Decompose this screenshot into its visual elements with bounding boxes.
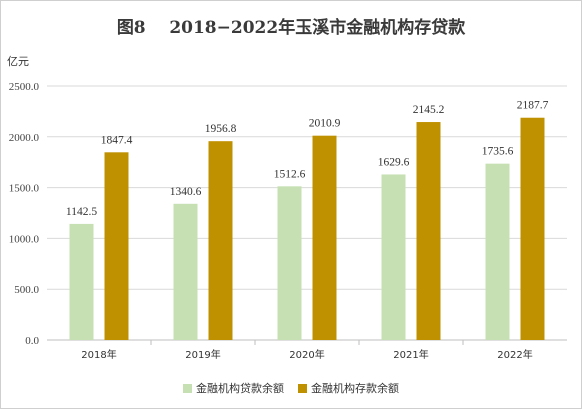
x-tick-label: 2020年 xyxy=(289,348,324,361)
data-label-deposit: 2145.2 xyxy=(413,104,445,116)
bar-deposit xyxy=(104,152,129,340)
bar-deposit xyxy=(208,141,233,340)
legend-item-deposit: 金融机构存款余额 xyxy=(298,380,399,396)
y-tick-label: 1500.0 xyxy=(9,183,40,195)
y-tick-label: 2500.0 xyxy=(9,81,40,93)
y-tick-label: 2000.0 xyxy=(9,132,40,144)
legend: 金融机构贷款余额 金融机构存款余额 xyxy=(1,380,581,396)
x-tick-label: 2021年 xyxy=(393,348,428,361)
bar-deposit xyxy=(416,122,441,340)
data-label-deposit: 1847.4 xyxy=(101,134,133,146)
data-label-loan: 1142.5 xyxy=(66,206,97,218)
y-tick-label: 500.0 xyxy=(14,284,39,296)
bar-loan xyxy=(173,203,198,340)
bar-loan xyxy=(381,174,406,340)
bar-loan xyxy=(277,186,302,340)
data-label-loan: 1340.6 xyxy=(170,186,202,198)
bar-loan xyxy=(485,163,510,340)
data-label-deposit: 2187.7 xyxy=(517,100,549,112)
y-axis-unit-label: 亿元 xyxy=(7,55,29,68)
data-label-deposit: 1956.8 xyxy=(205,123,237,135)
y-tick-label: 0.0 xyxy=(25,335,39,347)
bar-deposit xyxy=(312,135,337,340)
x-tick-label: 2019年 xyxy=(185,348,220,361)
y-tick-label: 1000.0 xyxy=(9,233,40,245)
bar-deposit xyxy=(520,117,545,341)
data-label-deposit: 2010.9 xyxy=(309,118,341,130)
data-label-loan: 1512.6 xyxy=(274,168,306,180)
legend-swatch-deposit xyxy=(298,383,307,393)
bar-loan xyxy=(69,223,94,340)
x-tick-label: 2022年 xyxy=(497,348,532,361)
legend-swatch-loan xyxy=(183,383,192,393)
data-label-loan: 1629.6 xyxy=(378,156,410,168)
data-label-loan: 1735.6 xyxy=(482,146,514,158)
legend-label-loan: 金融机构贷款余额 xyxy=(196,382,284,395)
x-tick-label: 2018年 xyxy=(81,348,116,361)
chart-title: 图8 2018−2022年玉溪市金融机构存贷款 xyxy=(116,18,466,38)
legend-label-deposit: 金融机构存款余额 xyxy=(311,382,399,395)
legend-item-loan: 金融机构贷款余额 xyxy=(183,380,284,396)
